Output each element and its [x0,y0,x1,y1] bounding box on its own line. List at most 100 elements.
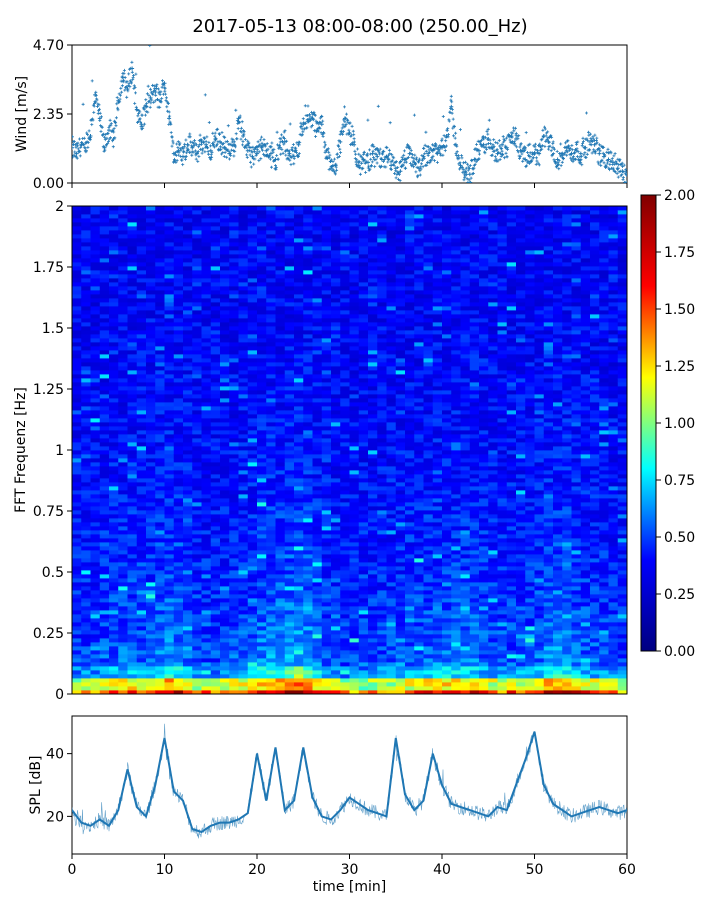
spectrogram-cell [146,410,156,415]
spectrogram-cell [72,630,82,635]
spectrogram-cell [127,634,138,639]
spectrogram-cell [81,266,91,271]
wind-marker [295,141,299,145]
spectrogram-cell [146,570,156,575]
spectrogram-cell [229,638,239,643]
wind-marker [218,145,222,149]
wind-marker [164,92,168,96]
spectrogram-cell [173,618,184,623]
spectrogram-cell [81,442,91,447]
spectrogram-cell [303,234,313,239]
spectrogram-cell [173,538,184,543]
spectrogram-cell [90,406,101,411]
spectrogram-cell [210,558,221,563]
spectrogram-cell [146,498,156,503]
spectrogram-cell [118,546,128,551]
spectrogram-cell [275,666,286,671]
spectrogram-cell [321,466,332,471]
spectrogram-cell [99,326,110,331]
spectrogram-cell [321,638,332,643]
spectrogram-cell [201,326,212,331]
spectrogram-cell [220,402,230,407]
spectrogram-cell [146,654,156,659]
spectrogram-cell [72,310,82,315]
spectrogram-cell [173,294,184,299]
wind-marker [78,150,82,154]
spectrogram-cell [257,526,267,531]
spectrogram-cell [266,378,276,383]
wind-data-point [338,139,343,144]
spectrogram-cell [164,546,175,551]
spectrogram-cell [136,470,147,475]
spectrogram-cell [127,614,138,619]
wind-marker [240,130,244,134]
spectrogram-cell [109,406,119,411]
spectrogram-cell [294,510,304,515]
spectrogram-cell [155,494,165,499]
wind-marker [549,149,553,153]
wind-marker [557,167,561,171]
spectrogram-cell [173,318,184,323]
spectrogram-cell [210,482,221,487]
spectrogram-cell [183,490,193,495]
spectrogram-cell [303,466,313,471]
spectrogram-cell [284,238,295,243]
spectrogram-cell [321,358,332,363]
spectrogram-cell [136,314,147,319]
spectrogram-cell [146,634,156,639]
spectrogram-cell [238,562,249,567]
spectrogram-cell [275,406,286,411]
spectrogram-cell [164,230,175,235]
spectrogram-cell [220,442,230,447]
spectrogram-cell [118,666,128,671]
spectrogram-cell [183,630,193,635]
spectrogram-cell [155,654,165,659]
spectrogram-cell [266,570,276,575]
spectrogram-cell [321,654,332,659]
spectrogram-cell [229,338,239,343]
spectrogram-cell [266,302,276,307]
spectrogram-cell [275,266,286,271]
spectrogram-cell [229,342,239,347]
spectrogram-cell [312,206,323,211]
spectrogram-cell [238,458,249,463]
spectrogram-cell [266,618,276,623]
spectrogram-cell [247,322,258,327]
spectrogram-cell [201,686,212,691]
wind-marker [446,127,450,131]
spectrogram-cell [164,594,175,599]
spectrogram-cell [266,290,276,295]
spectrogram-cell [284,662,295,667]
spectrogram-cell [72,478,82,483]
spectrogram-cell [109,330,119,335]
spectrogram-cell [192,378,202,383]
spectrogram-cell [155,470,165,475]
wind-marker [617,170,621,174]
spectrogram-cell [173,450,184,455]
spectrogram-cell [321,378,332,383]
spectrogram-cell [192,426,202,431]
spectrogram-cell [321,542,332,547]
spectrogram-cell [238,450,249,455]
spectrogram-cell [201,670,212,675]
wind-marker [499,154,503,158]
wind-marker [337,154,341,158]
spectrogram-cell [90,398,101,403]
spectrogram-cell [266,354,276,359]
spectrogram-cell [118,402,128,407]
spectrogram-cell [284,614,295,619]
spectrogram-cell [90,530,101,535]
spectrogram-cell [220,614,230,619]
spectrogram-cell [331,590,341,595]
spectrogram-cell [99,614,110,619]
spectrogram-cell [321,302,332,307]
spectrogram-cell [257,574,267,579]
wind-marker [612,154,616,158]
spectrogram-cell [201,394,212,399]
spectrogram-cell [303,274,313,279]
spectrogram-cell [164,266,175,271]
spectrogram-cell [247,502,258,507]
spectrogram-cell [81,342,91,347]
spectrogram-cell [321,366,332,371]
spectrogram-cell [247,658,258,663]
